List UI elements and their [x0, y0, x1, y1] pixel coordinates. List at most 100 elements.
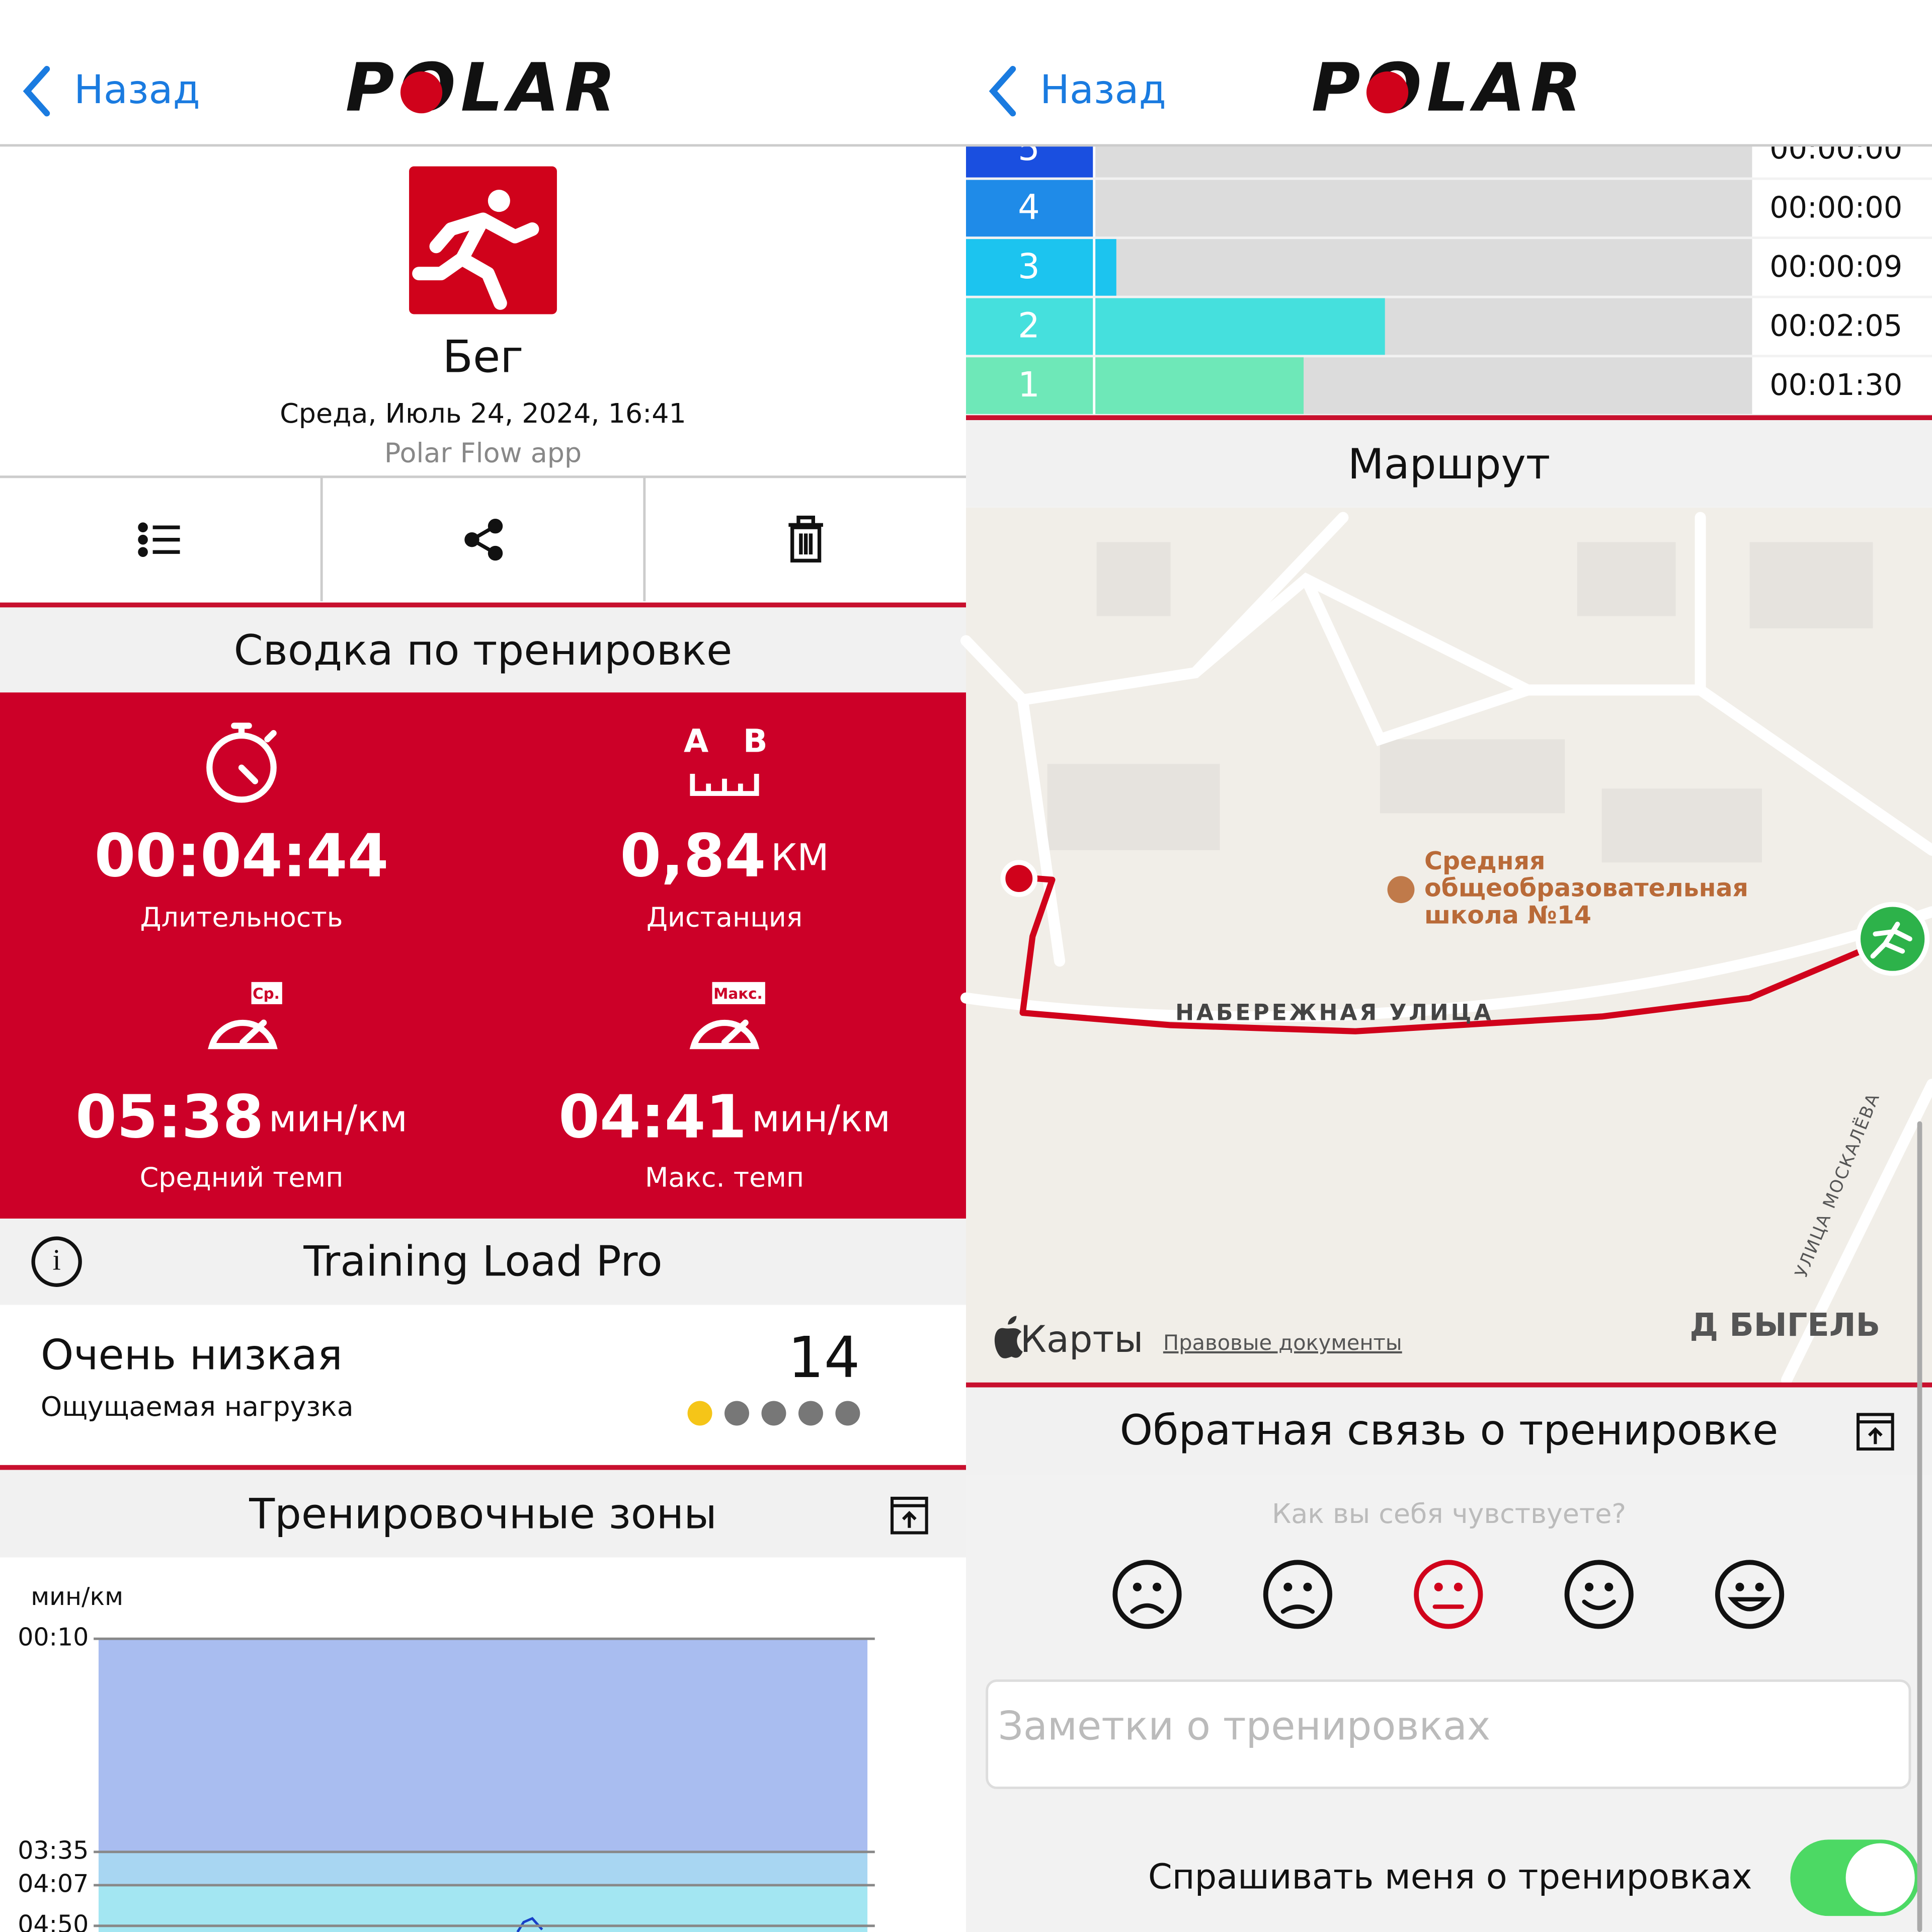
section-header — [0, 1219, 966, 1305]
decoration — [891, 1496, 928, 1535]
mood-face[interactable] — [1263, 1560, 1332, 1629]
decoration — [138, 534, 148, 545]
zone-number: 4 — [1018, 187, 1040, 227]
face-outline — [1263, 1560, 1332, 1629]
zone-track — [1095, 180, 1752, 237]
notes-placeholder[interactable]: Заметки о тренировках — [998, 1703, 1491, 1749]
decoration — [960, 906, 1932, 1022]
decoration — [790, 525, 822, 562]
zone-number: 3 — [1018, 247, 1040, 287]
decoration — [138, 547, 148, 557]
section-title: Тренировочные зоны — [249, 1490, 717, 1539]
logo-dot — [400, 71, 443, 114]
decoration — [446, 505, 520, 577]
face-eye — [1755, 1582, 1764, 1591]
face-eye — [1153, 1582, 1162, 1591]
runner-glyph — [1870, 921, 1912, 959]
zone-time: 00:02:05 — [1769, 308, 1902, 343]
decoration — [208, 1019, 278, 1050]
place-label: Д БЫГЕЛЬ — [1689, 1307, 1880, 1344]
activity-icon — [409, 166, 557, 314]
zone-swatch — [966, 180, 1093, 237]
back-label[interactable]: Назад — [74, 67, 200, 113]
zone-swatch — [966, 357, 1093, 414]
zone-swatch — [966, 298, 1093, 355]
decoration — [796, 515, 815, 527]
toggle-label: Спрашивать меня о тренировках — [1148, 1857, 1752, 1897]
mood-face[interactable] — [1715, 1560, 1785, 1629]
avg-pace-icon — [208, 1019, 278, 1050]
section-title: Сводка по тренировке — [234, 626, 733, 675]
logo: POLAR — [346, 49, 621, 127]
face-eye — [1133, 1582, 1142, 1591]
load-dot — [798, 1401, 823, 1426]
summary-metrics: 00:04:44 Длительность 0,84 КМ Дистанция 05:38… — [75, 722, 891, 1193]
zone-bar — [1095, 298, 1385, 355]
export-button[interactable] — [891, 1496, 928, 1535]
mood-face[interactable] — [1112, 1560, 1182, 1629]
route-end — [1856, 902, 1930, 976]
right-panel: 5 00:00:004 00:00:003 00:00:092 00:02:051 00:… — [960, 0, 1932, 1932]
face-mouth — [1130, 1603, 1164, 1614]
back-button[interactable]: Назад — [23, 66, 200, 117]
y-tick-label: 04:07 — [18, 1869, 89, 1898]
load-dot — [761, 1401, 786, 1426]
decoration — [1017, 694, 1066, 967]
back-label[interactable]: Назад — [1040, 67, 1166, 113]
zone-number: 2 — [1018, 305, 1040, 346]
decoration — [960, 512, 1932, 1386]
load-dot — [725, 1401, 749, 1426]
metric-number: 00:04:44 — [95, 822, 389, 891]
zones-table: 5 00:00:004 00:00:003 00:00:092 00:02:051 00:… — [966, 121, 1932, 414]
face-mouth — [1280, 1604, 1315, 1614]
decoration — [464, 532, 479, 547]
face-eye — [1585, 1582, 1594, 1591]
zone-swatch — [966, 239, 1093, 296]
zone-time: 00:00:00 — [1769, 190, 1902, 224]
max-badge: Макс. — [713, 985, 763, 1002]
export-button[interactable] — [1857, 1413, 1894, 1451]
decoration — [1781, 1079, 1932, 1386]
chart-unit: мин/км — [31, 1582, 123, 1611]
decoration — [1749, 542, 1873, 628]
decoration — [902, 1511, 917, 1528]
metric-value: 05:38 мин/км — [75, 1083, 408, 1152]
activity-source: Polar Flow app — [384, 437, 582, 468]
section-header — [966, 1387, 1932, 1475]
activity-date: Среда, Июль 24, 2024, 16:41 — [280, 397, 686, 429]
scrollbar — [1917, 1121, 1922, 1932]
share-button[interactable] — [446, 505, 520, 577]
feedback-question: Как вы себя чувствуете? — [1272, 1498, 1626, 1530]
metric-value: 00:04:44 — [95, 822, 389, 891]
left-panel: Бег Среда, Июль 24, 2024, 16:41 Polar Fl… — [0, 49, 966, 1932]
section-title: Обратная связь о тренировке — [1120, 1406, 1779, 1455]
section-header — [0, 607, 966, 693]
maps-label: Карты — [1020, 1318, 1144, 1361]
load-level: Очень низкая — [41, 1331, 343, 1380]
street-label: НАБЕРЕЖНАЯ УЛИЦА — [1175, 1000, 1493, 1026]
badge — [251, 982, 282, 1004]
decoration — [1577, 542, 1676, 616]
info-button[interactable] — [31, 1236, 82, 1287]
decoration — [488, 519, 503, 534]
logo: POLAR — [1312, 49, 1587, 127]
summary-panel — [0, 692, 966, 1219]
back-button[interactable]: Назад — [989, 66, 1166, 117]
legal-link[interactable]: Правовые документы — [1163, 1330, 1402, 1355]
y-tick-label: 03:35 — [18, 1836, 89, 1865]
delete-button[interactable] — [769, 505, 843, 577]
decoration — [1300, 574, 1534, 746]
mood-face[interactable] — [1564, 1560, 1634, 1629]
metric-number: 04:41 — [558, 1083, 747, 1152]
mood-face[interactable] — [1414, 1560, 1483, 1629]
map[interactable] — [960, 507, 1932, 1386]
metric-label: Средний темп — [140, 1161, 344, 1193]
list-button[interactable] — [123, 505, 197, 577]
badge — [712, 982, 765, 1004]
notes-input[interactable] — [986, 1679, 1911, 1789]
y-axis: 00:10 03:35 04:07 04:50 — [18, 1623, 875, 1932]
runner-glyph — [412, 190, 539, 310]
metric-unit: мин/км — [752, 1098, 891, 1141]
decoration — [264, 730, 277, 743]
